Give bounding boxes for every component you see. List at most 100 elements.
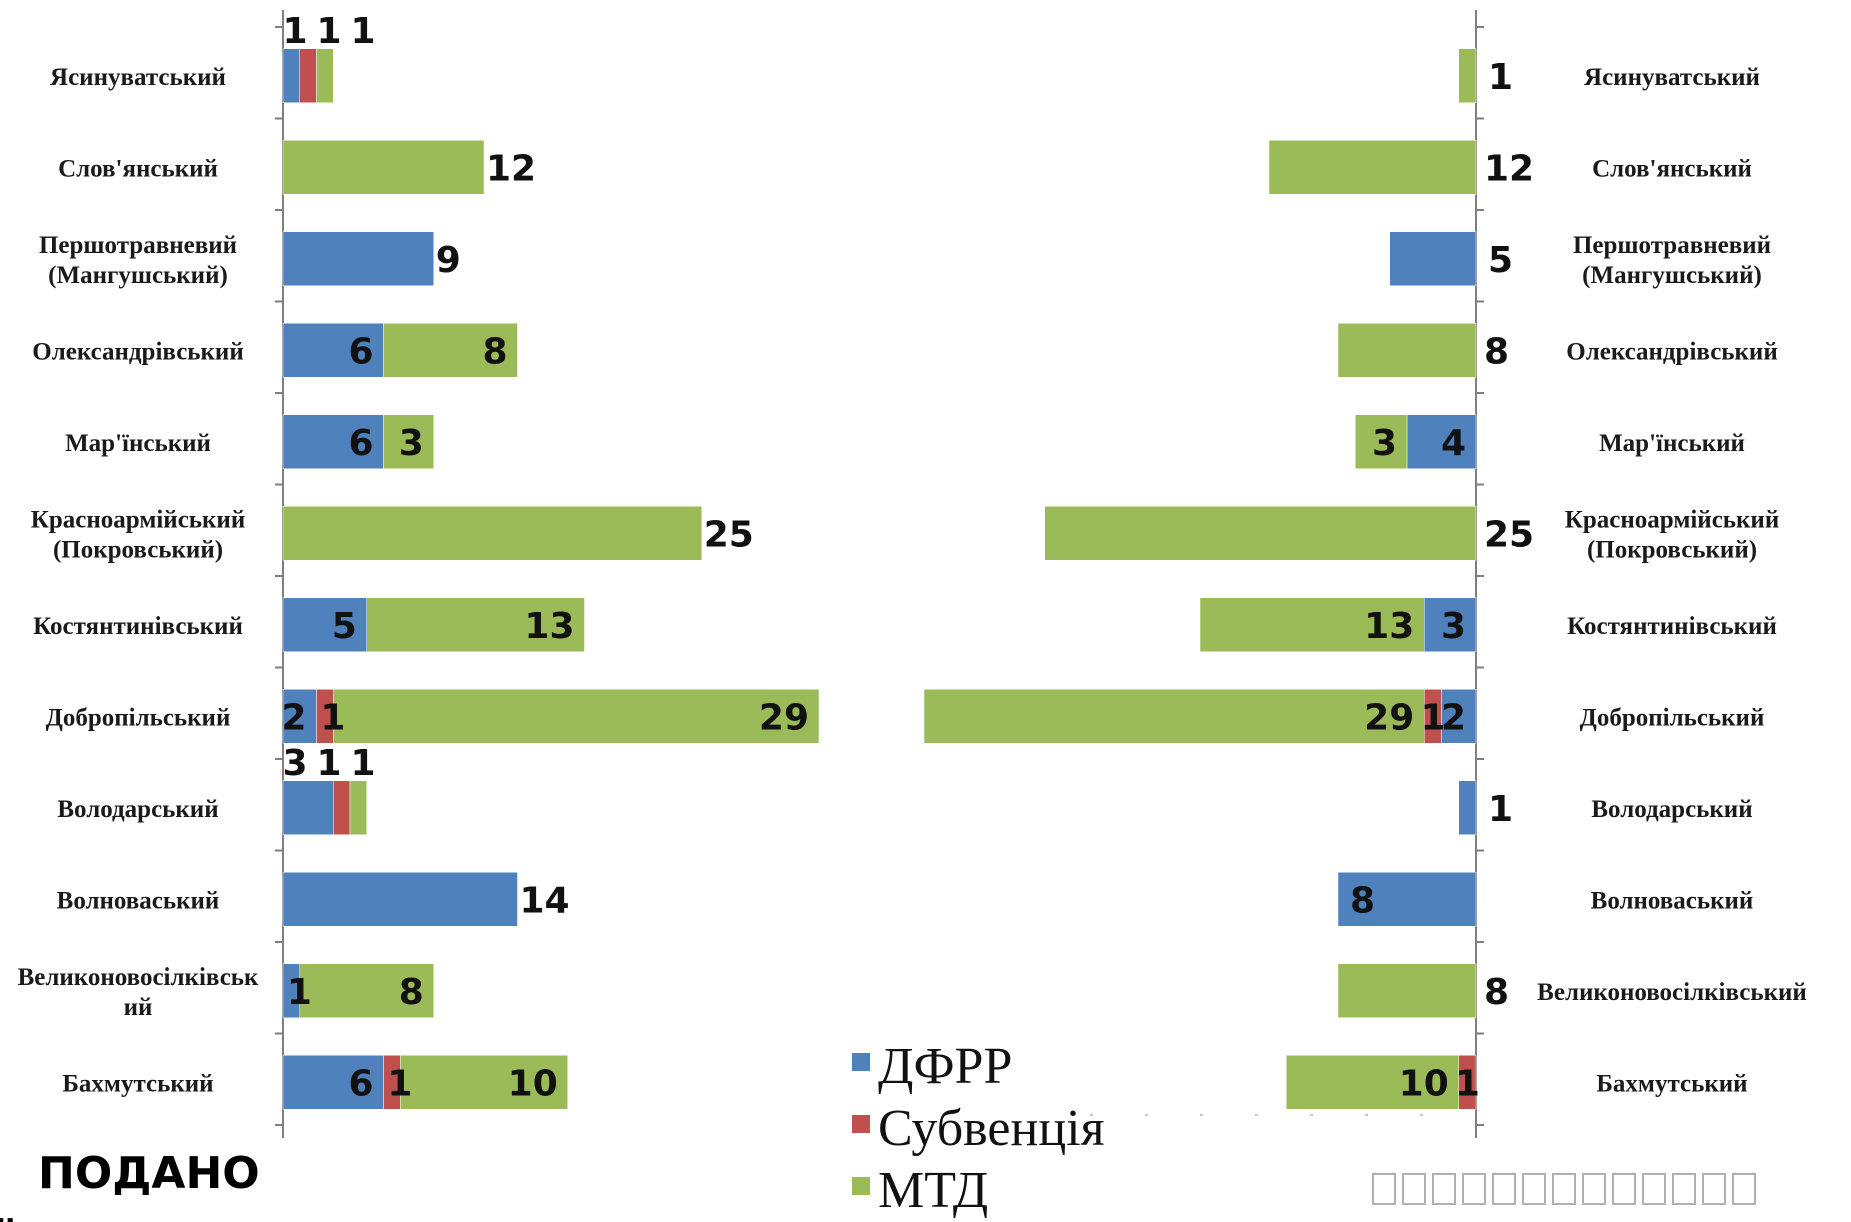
left-bar-mtd-красноармійський-покровський [282, 506, 702, 561]
separator-dot [1420, 1114, 1423, 1116]
left-value-label-dfrr-володарський: 3 [282, 743, 307, 784]
right-category-label-мар-їнський: Мар'їнський [1599, 430, 1745, 457]
footer: ПОДАНО " [0, 1148, 260, 1222]
left-bar-mtd-великоновосілківський [299, 963, 434, 1018]
right-category-label-волноваський: Волноваський [1591, 887, 1754, 914]
left-value-label-dfrr-першотравневий-мангушський: 9 [436, 240, 461, 281]
separator-dot [1310, 1114, 1313, 1116]
left-value-label-mtd-костянтинівський: 13 [524, 606, 574, 647]
left-category-label-першотравневий-мангушський: Першотравневий (Мангушський) [39, 232, 237, 289]
left-bar-dfrr-першотравневий-мангушський [282, 231, 434, 286]
legend-label-dfrr: ДФРР [878, 1038, 1012, 1095]
right-value-label-mtd-олександрівський: 8 [1484, 331, 1509, 372]
right-category-label-красноармійський-покровський: Красноармійський (Покровський) [1565, 506, 1779, 563]
right-category-label-добропільський: Добропільський [1580, 704, 1765, 731]
left-category-label-олександрівський: Олександрівський [32, 338, 244, 365]
legend-label-mtd: МТД [878, 1162, 988, 1219]
legend-swatch-subvention [852, 1115, 870, 1133]
left-value-label-dfrr-волноваський: 14 [520, 880, 570, 921]
left-bar-dfrr-володарський [282, 780, 334, 835]
right-bar-mtd-слов-янський [1268, 140, 1477, 195]
left-category-label-костянтинівський: Костянтинівський [33, 613, 243, 640]
left-value-label-subvention-володарський: 1 [316, 743, 341, 784]
right-value-label-mtd-слов-янський: 12 [1484, 148, 1534, 189]
right-bar-mtd-красноармійський-покровський [1044, 506, 1477, 561]
right-bar-mtd-великоновосілківський [1337, 963, 1477, 1018]
right-bar-mtd-добропільський [923, 689, 1425, 744]
left-bar-mtd-слов-янський [282, 140, 485, 195]
right-bar-dfrr-володарський [1458, 780, 1477, 835]
left-value-label-mtd-володарський: 1 [350, 743, 375, 784]
left-bar-mtd-бахмутський [400, 1055, 568, 1110]
right-bar-dfrr-волноваський [1337, 872, 1477, 927]
right-bar-dfrr-добропільський [1441, 689, 1477, 744]
left-value-label-subvention-добропільський: 1 [320, 697, 345, 738]
placeholder-glyph-box [1612, 1173, 1636, 1205]
left-category-label-бахмутський: Бахмутський [62, 1070, 213, 1097]
right-value-label-dfrr-першотравневий-мангушський: 5 [1488, 240, 1513, 281]
left-value-label-mtd-красноармійський-покровський: 25 [704, 514, 754, 555]
left-category-label-красноармійський-покровський: Красноармійський (Покровський) [31, 506, 245, 563]
placeholder-glyph-box [1492, 1173, 1516, 1205]
separator-dot [1365, 1114, 1368, 1116]
left-value-label-dfrr-костянтинівський: 5 [332, 606, 357, 647]
left-value-label-subvention-бахмутський: 1 [387, 1063, 412, 1104]
right-value-label-mtd-великоновосілківський: 8 [1484, 972, 1509, 1013]
right-value-label-dfrr-костянтинівський: 3 [1441, 606, 1466, 647]
right-category-label-костянтинівський: Костянтинівський [1567, 613, 1777, 640]
footer-subtitle-cut: " [0, 1210, 17, 1222]
left-bar-mtd-добропільський [333, 689, 820, 744]
legend-swatch-mtd [852, 1177, 870, 1195]
left-value-label-mtd-великоновосілківський: 8 [399, 972, 424, 1013]
left-category-label-великоновосілківський: Великоновосілківськ ий [18, 964, 259, 1021]
footer-title: ПОДАНО [38, 1148, 260, 1199]
right-bar-mtd-мар-їнський [1355, 414, 1408, 469]
left-bar-subvention-ясинуватський [299, 48, 317, 103]
right-category-label-ясинуватський: Ясинуватський [1584, 64, 1760, 91]
right-bar-dfrr-першотравневий-мангушський [1389, 231, 1477, 286]
right-bar-mtd-костянтинівський [1199, 597, 1425, 652]
separator-dot [1200, 1114, 1203, 1116]
right-value-label-mtd-костянтинівський: 13 [1364, 606, 1414, 647]
right-stacked-bar-chart: Ясинуватський1Слов'янський12Першотравнев… [923, 10, 1807, 1138]
left-bar-mtd-володарський [349, 780, 367, 835]
left-bar-dfrr-добропільський [282, 689, 317, 744]
separator-dot [1145, 1114, 1148, 1116]
left-value-label-mtd-слов-янський: 12 [486, 148, 536, 189]
left-bar-dfrr-бахмутський [282, 1055, 384, 1110]
right-category-label-бахмутський: Бахмутський [1596, 1070, 1747, 1097]
left-bar-dfrr-волноваський [282, 872, 518, 927]
placeholder-glyph-box [1642, 1173, 1666, 1205]
left-category-label-володарський: Володарський [57, 796, 218, 823]
right-value-label-subvention-добропільський: 1 [1420, 697, 1445, 738]
right-value-label-subvention-бахмутський: 1 [1455, 1063, 1480, 1104]
right-value-label-dfrr-мар-їнський: 4 [1441, 423, 1466, 464]
left-category-label-мар-їнський: Мар'їнський [65, 430, 211, 457]
legend-label-subvention: Субвенція [878, 1100, 1105, 1157]
right-bar-mtd-ясинуватський [1458, 48, 1477, 103]
left-bar-dfrr-мар-їнський [282, 414, 384, 469]
left-bar-mtd-костянтинівський [366, 597, 585, 652]
left-value-label-dfrr-добропільський: 2 [281, 697, 306, 738]
right-bar-dfrr-костянтинівський [1424, 597, 1477, 652]
right-value-label-mtd-мар-їнський: 3 [1372, 423, 1397, 464]
placeholder-glyph-box [1372, 1173, 1396, 1205]
placeholder-glyph-box [1522, 1173, 1546, 1205]
right-value-label-mtd-красноармійський-покровський: 25 [1484, 514, 1534, 555]
placeholder-glyph-box [1552, 1173, 1576, 1205]
left-value-label-dfrr-ясинуватський: 1 [282, 11, 307, 52]
left-value-label-mtd-добропільський: 29 [759, 697, 809, 738]
placeholder-text-boxes [1372, 1173, 1756, 1205]
right-bar-mtd-олександрівський [1337, 323, 1477, 378]
left-category-label-добропільський: Добропільський [46, 704, 231, 731]
left-bar-dfrr-ясинуватський [282, 48, 300, 103]
placeholder-glyph-box [1462, 1173, 1486, 1205]
left-value-label-subvention-ясинуватський: 1 [316, 11, 341, 52]
placeholder-glyph-box [1672, 1173, 1696, 1205]
placeholder-glyph-box [1432, 1173, 1456, 1205]
right-category-label-олександрівський: Олександрівський [1566, 338, 1778, 365]
right-value-label-mtd-добропільський: 29 [1364, 697, 1414, 738]
